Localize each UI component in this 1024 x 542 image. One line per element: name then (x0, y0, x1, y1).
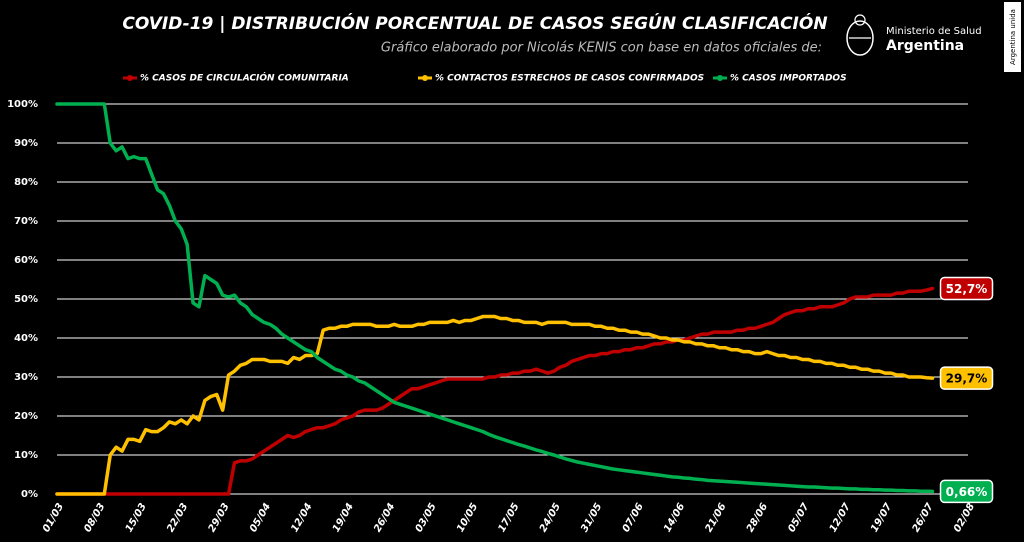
legend-label: % CONTACTOS ESTRECHOS DE CASOS CONFIRMAD… (435, 74, 704, 84)
y-tick-label: 70% (14, 216, 38, 227)
chart-title: COVID-19 | DISTRIBUCIÓN PORCENTUAL DE CA… (122, 12, 827, 34)
value-label: 29,7% (939, 366, 994, 390)
side-badge: Argentina unida (1009, 9, 1017, 65)
legend-label: % CASOS DE CIRCULACIÓN COMUNITARIA (140, 72, 349, 84)
value-label: 0,66% (939, 479, 994, 504)
y-tick-label: 50% (14, 294, 38, 305)
y-tick-label: 30% (14, 372, 38, 383)
side-badge-bg (1004, 2, 1021, 72)
y-tick-label: 40% (14, 333, 38, 344)
value-label-text: 52,7% (946, 282, 988, 296)
y-tick-label: 100% (7, 99, 38, 110)
y-tick-label: 20% (14, 411, 38, 422)
logo-line1: Ministerio de Salud (886, 26, 982, 37)
logo-emblem (846, 14, 874, 56)
value-label-box (939, 276, 994, 301)
series-line (55, 314, 935, 496)
value-label-text: 0,66% (946, 485, 988, 499)
chart-subtitle: Gráfico elaborado por Nicolás KENIS con … (381, 41, 822, 56)
y-tick-label: 0% (21, 489, 38, 500)
logo-line2: Argentina (886, 38, 964, 54)
y-tick-label: 90% (14, 138, 38, 149)
legend-marker (127, 75, 133, 81)
legend-marker (717, 75, 723, 81)
y-tick-label: 60% (14, 255, 38, 266)
value-label: 52,7% (939, 276, 994, 301)
value-label-text: 29,7% (946, 372, 988, 386)
series-line (55, 286, 935, 496)
legend-marker (422, 75, 428, 81)
value-label-box (939, 366, 994, 390)
series-line (55, 102, 935, 494)
y-tick-label: 80% (14, 177, 38, 188)
value-label-box (939, 479, 994, 504)
legend-label: % CASOS IMPORTADOS (730, 74, 847, 84)
y-tick-label: 10% (14, 450, 38, 461)
